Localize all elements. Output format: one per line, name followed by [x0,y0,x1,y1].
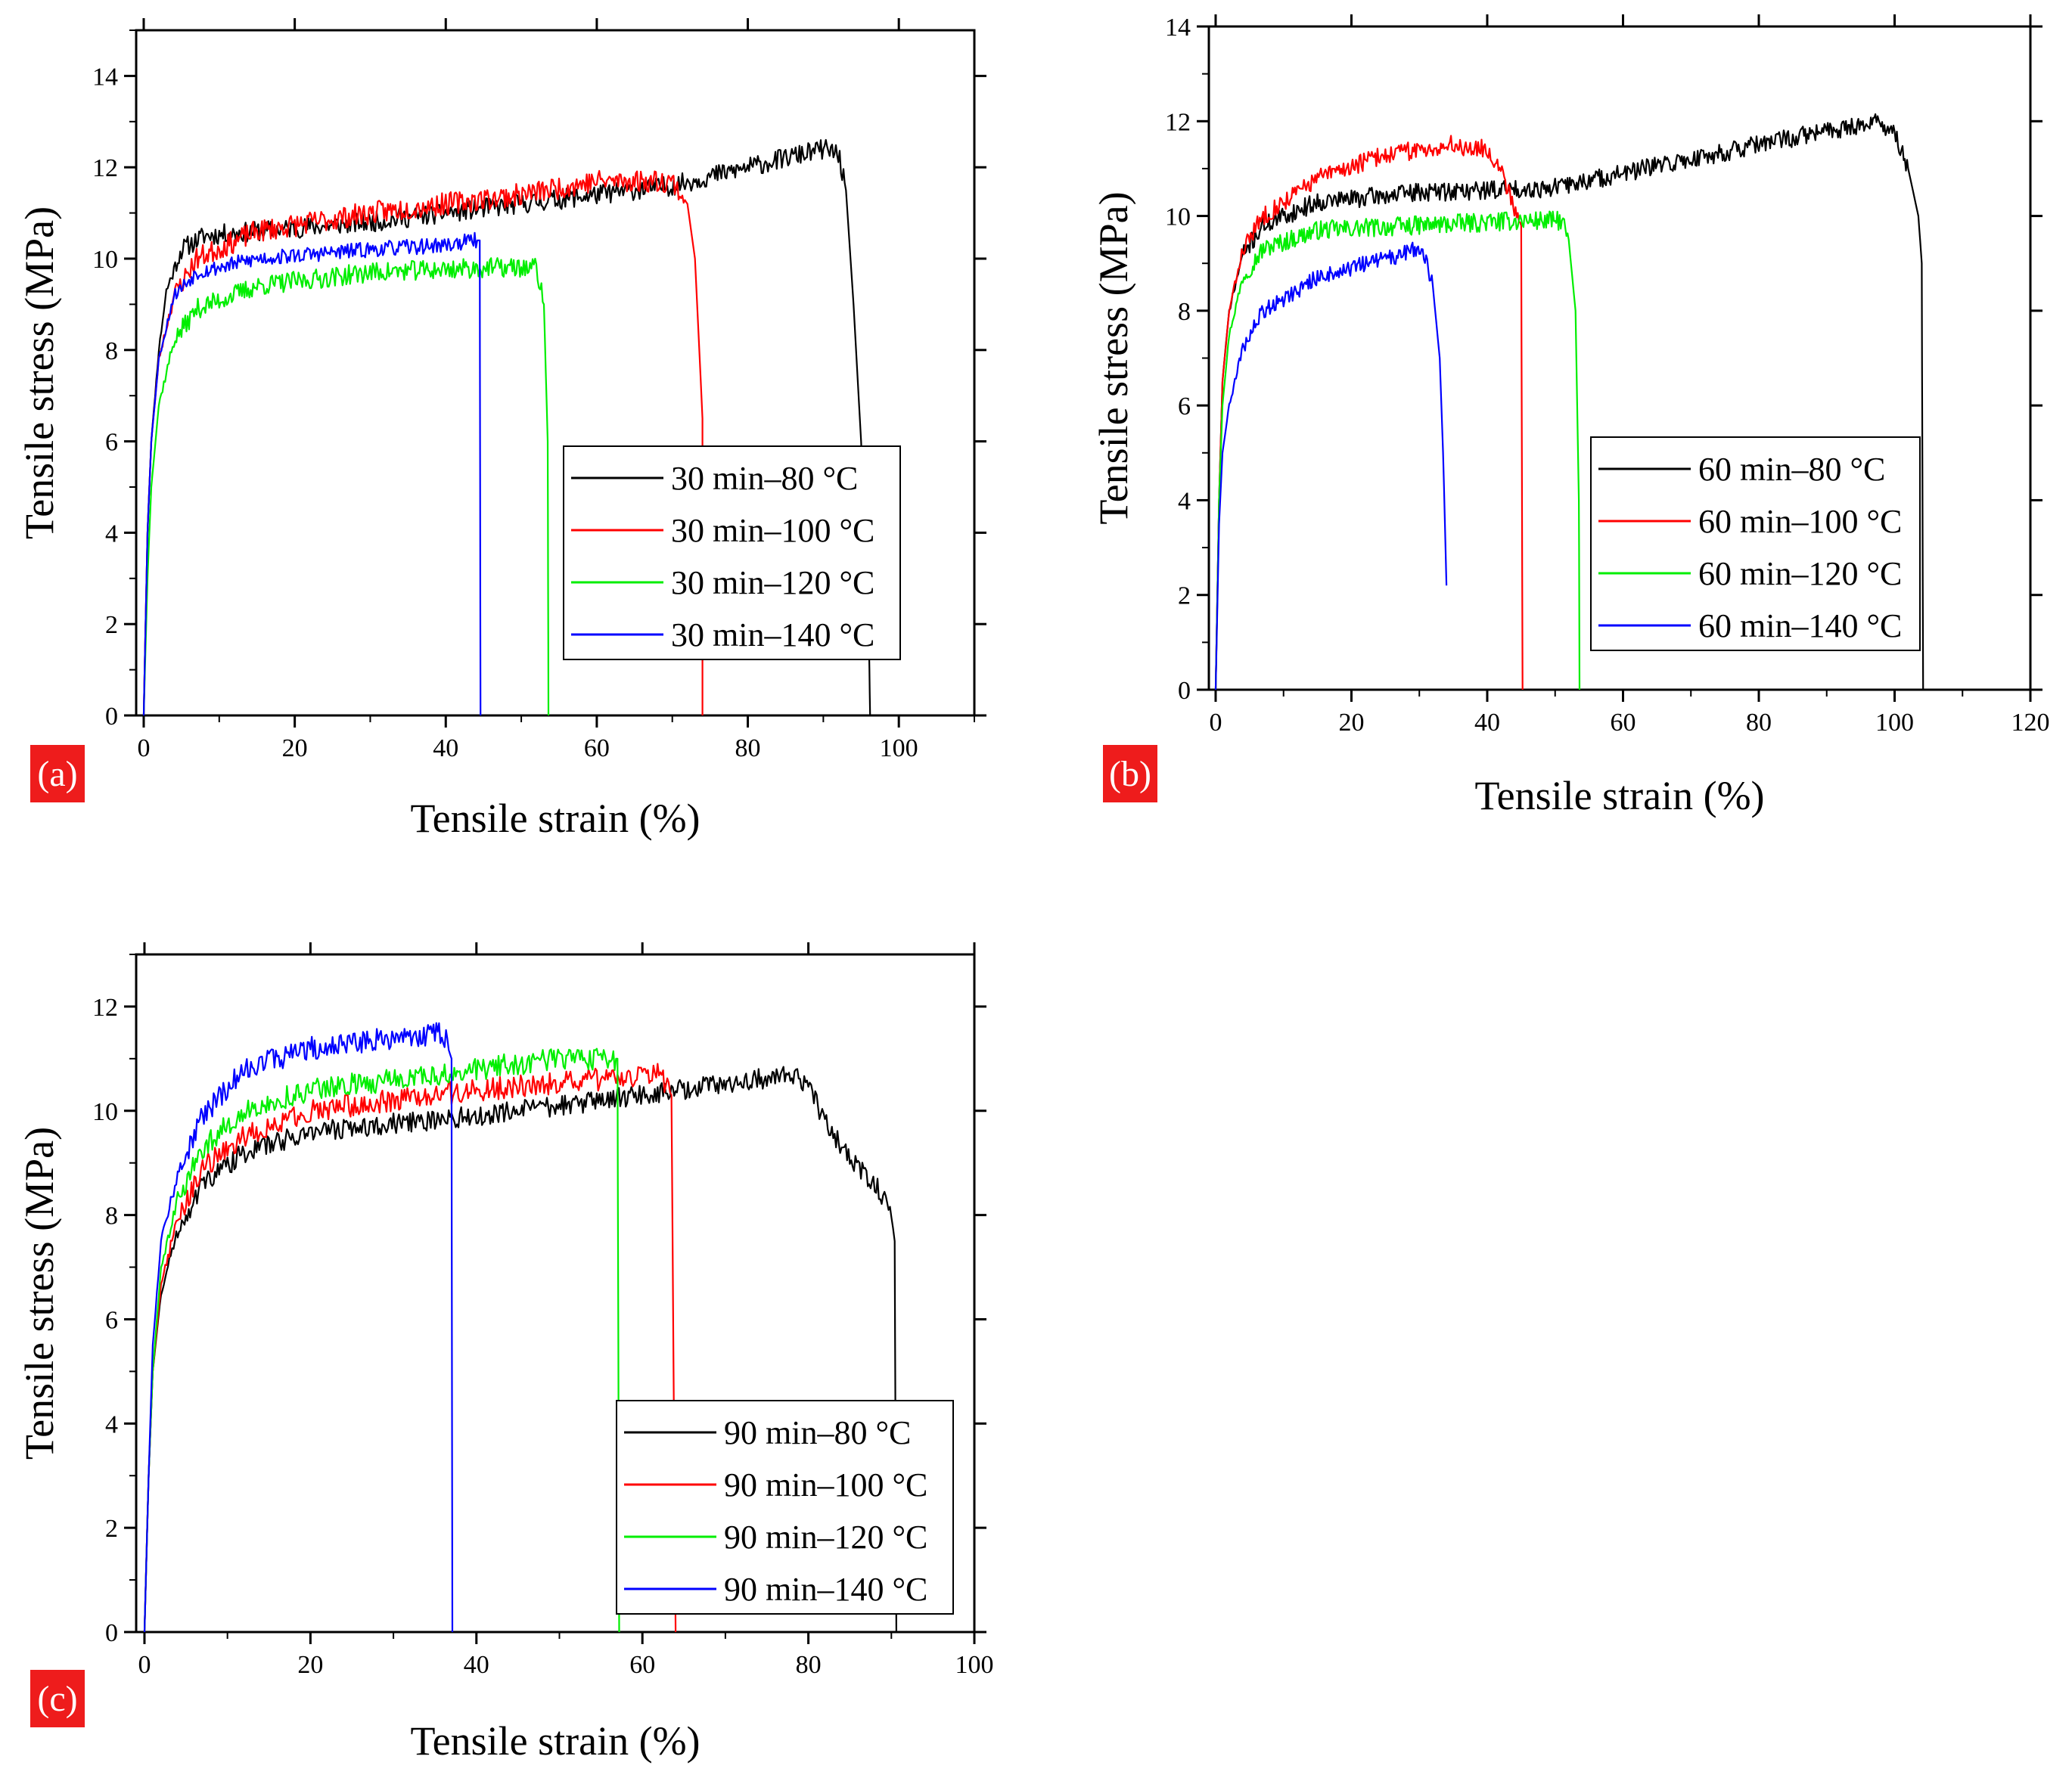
chart-panel-c: 0 20 40 60 80 100 0 2 4 6 8 10 12 Tensile strain (%) T… [17,942,994,1764]
y-tick-label: 10 [92,246,118,274]
y-tick-label: 14 [1165,14,1191,42]
series-line-1 [143,1066,897,1633]
legend-label: 30 min–120 °C [671,564,874,601]
legend-label: 30 min–140 °C [671,616,874,653]
legend-box [563,445,901,660]
series-line-3 [143,1047,620,1633]
x-tick-label: 40 [433,734,458,762]
x-axis-title: Tensile strain (%) [410,1718,700,1764]
panel-label-text: (c) [37,1679,77,1719]
plot-frame [135,29,976,717]
legend-label: 90 min–120 °C [724,1519,927,1556]
x-tick-label: 60 [1610,709,1636,737]
panel-label-box [30,1670,85,1727]
y-tick-label: 12 [1165,108,1191,136]
chart-panel-b: 0 20 40 60 80 100 120 0 2 4 6 8 10 12 14 Tensile strain… [1091,14,2050,818]
y-tick-label: 4 [105,1410,118,1438]
x-tick-label: 20 [282,734,308,762]
x-tick-label: 40 [1474,709,1500,737]
legend-label: 90 min–80 °C [724,1414,911,1451]
y-axis-title: Tensile stress (MPa) [17,1127,62,1460]
x-tick-label: 20 [1338,709,1364,737]
x-tick-label: 80 [1746,709,1772,737]
panel-label: (c) [30,1670,85,1727]
legend: 60 min–80 °C 60 min–100 °C 60 min–120 °C 60… [1590,436,1921,651]
legend-box [616,1400,954,1615]
y-tick-label: 12 [92,154,118,182]
y-tick-label: 0 [1178,677,1191,705]
x-tick-label: 0 [137,734,150,762]
x-tick-label: 100 [955,1651,994,1679]
legend-label: 30 min–100 °C [671,512,874,549]
panel-label-text: (b) [1109,754,1151,794]
panel-label: (b) [1103,745,1157,802]
x-tick-label: 40 [464,1651,489,1679]
x-tick-label: 0 [138,1651,151,1679]
y-tick-label: 0 [105,703,118,731]
x-tick-label: 120 [2011,709,2050,737]
legend-box [1590,436,1921,651]
series-line-4 [142,231,482,716]
legend-label: 60 min–140 °C [1698,607,1902,644]
y-tick-label: 12 [92,994,118,1022]
x-tick-label: 0 [1209,709,1222,737]
y-tick-label: 4 [105,520,118,548]
series-line-2 [143,1063,677,1633]
y-tick-label: 8 [1178,298,1191,326]
y-tick-label: 2 [1178,582,1191,610]
y-tick-label: 2 [105,611,118,639]
legend-label: 30 min–80 °C [671,460,858,497]
y-tick-label: 6 [105,1306,118,1334]
series-line-2 [1214,135,1524,690]
series-line-4 [1214,241,1448,690]
panel-label: (a) [30,745,85,802]
series-line-3 [1214,210,1581,690]
x-tick-label: 20 [297,1651,323,1679]
panel-label-text: (a) [37,754,77,794]
y-tick-label: 10 [92,1098,118,1126]
series-line-2 [142,169,704,716]
series-line-3 [142,257,550,716]
y-axis-title: Tensile stress (MPa) [17,206,62,539]
x-tick-label: 80 [796,1651,822,1679]
x-tick-label: 100 [1875,709,1914,737]
x-tick-label: 80 [735,734,761,762]
y-tick-label: 0 [105,1619,118,1647]
y-axis-title: Tensile stress (MPa) [1091,191,1136,524]
panel-label-box [1103,745,1157,802]
legend: 30 min–80 °C 30 min–100 °C 30 min–120 °C 30… [563,445,901,660]
x-tick-label: 60 [584,734,610,762]
legend-label: 60 min–120 °C [1698,555,1902,592]
x-axis-title: Tensile strain (%) [410,796,700,841]
legend: 90 min–80 °C 90 min–100 °C 90 min–120 °C 90… [616,1400,954,1615]
x-axis-title: Tensile strain (%) [1474,773,1764,818]
y-tick-label: 14 [92,63,118,91]
legend-label: 60 min–100 °C [1698,503,1902,540]
legend-label: 60 min–80 °C [1698,451,1885,488]
plot-frame [135,953,976,1634]
x-tick-label: 100 [880,734,918,762]
y-tick-label: 8 [105,1202,118,1230]
legend-label: 90 min–140 °C [724,1571,927,1608]
y-tick-label: 6 [105,429,118,457]
panel-label-box [30,745,85,802]
y-tick-label: 4 [1178,487,1191,515]
series-line-1 [1214,113,1924,690]
y-tick-label: 2 [105,1515,118,1543]
series-line-4 [143,1022,454,1633]
y-tick-label: 8 [105,337,118,365]
y-tick-label: 10 [1165,203,1191,231]
legend-label: 90 min–100 °C [724,1466,927,1503]
chart-panel-a: 0 20 40 60 80 100 0 2 4 6 8 10 12 14 Tensile strain (%… [17,18,986,841]
y-tick-label: 6 [1178,393,1191,420]
x-tick-label: 60 [629,1651,655,1679]
